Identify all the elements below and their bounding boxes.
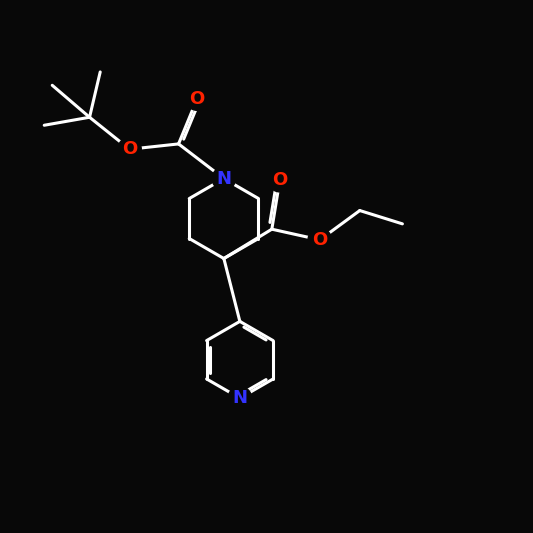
Text: N: N [232, 389, 247, 407]
Circle shape [268, 168, 292, 192]
Circle shape [118, 138, 141, 161]
Text: O: O [312, 231, 327, 249]
Circle shape [212, 167, 236, 190]
Text: N: N [216, 169, 231, 188]
Text: O: O [272, 171, 287, 189]
Text: O: O [190, 90, 205, 108]
Circle shape [228, 386, 252, 410]
Circle shape [308, 228, 332, 252]
Circle shape [185, 87, 209, 110]
Text: O: O [122, 140, 137, 158]
